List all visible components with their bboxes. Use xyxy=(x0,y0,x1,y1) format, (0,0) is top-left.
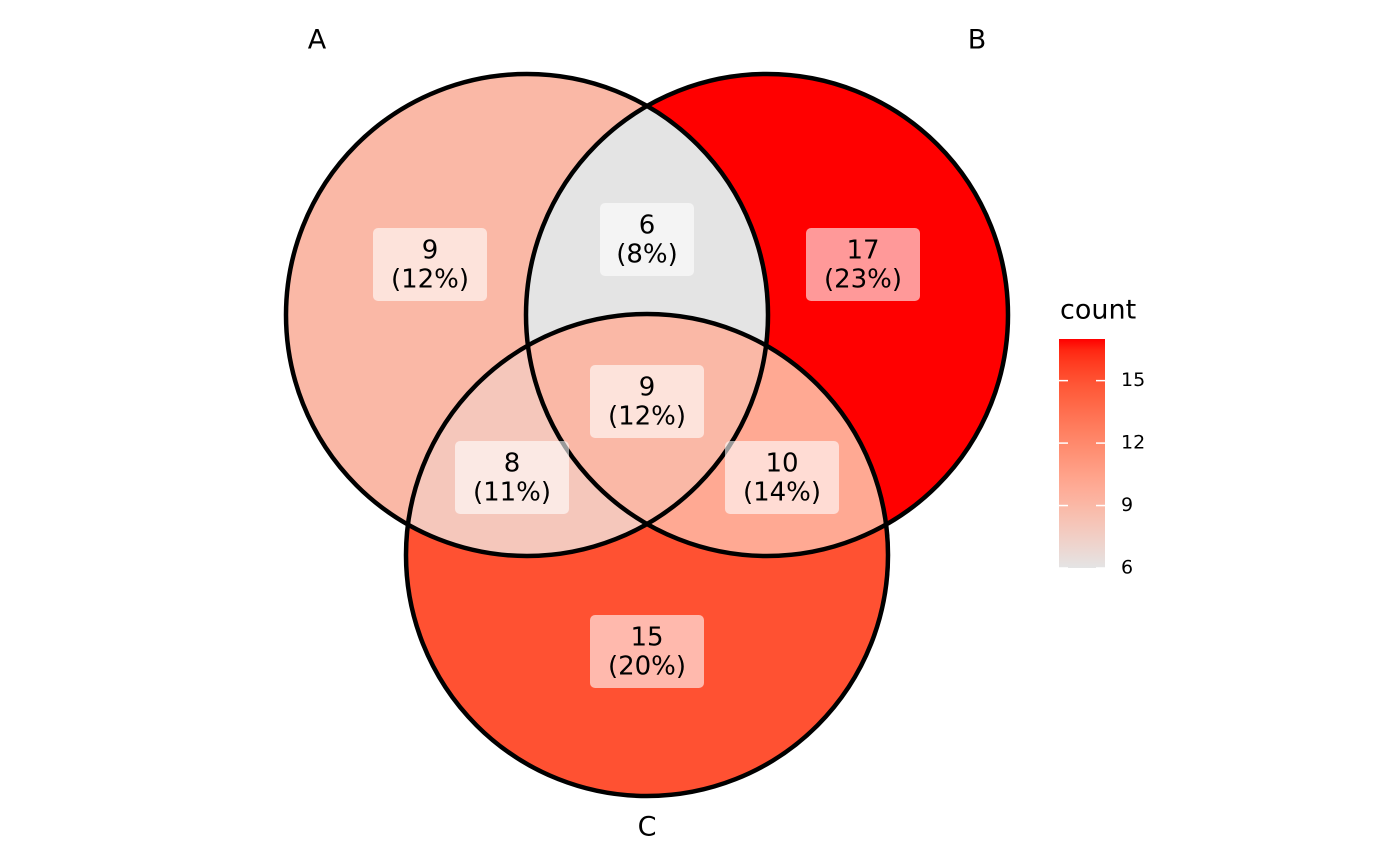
colorbar xyxy=(1059,339,1105,568)
labels: 9(12%)17(23%)15(20%)6(8%)8(11%)10(14%)9(… xyxy=(373,203,920,688)
count-label: 15 xyxy=(630,623,663,653)
label-box xyxy=(373,228,487,301)
percent-label: (20%) xyxy=(608,652,686,682)
percent-label: (23%) xyxy=(824,265,902,295)
colorbar-tick-label: 12 xyxy=(1121,432,1145,454)
colorbar-tick-label: 6 xyxy=(1121,557,1133,579)
label-box xyxy=(590,365,704,438)
colorbar-tick-label: 15 xyxy=(1121,369,1145,391)
label-box xyxy=(600,203,694,276)
percent-label: (12%) xyxy=(608,402,686,432)
set-outline xyxy=(523,71,1011,559)
label-box xyxy=(725,441,839,514)
label-box xyxy=(806,228,920,301)
set-outline xyxy=(283,71,771,559)
colorbar-tick-label: 9 xyxy=(1121,494,1133,516)
set-label: B xyxy=(968,25,987,56)
percent-label: (12%) xyxy=(391,265,469,295)
label-box xyxy=(590,615,704,688)
set-outline xyxy=(403,311,891,799)
percent-label: (14%) xyxy=(743,478,821,508)
count-label: 9 xyxy=(639,373,656,403)
count-label: 9 xyxy=(422,236,439,266)
count-label: 6 xyxy=(639,211,656,241)
count-label: 17 xyxy=(846,236,879,266)
set-label: A xyxy=(308,25,327,56)
outlines xyxy=(283,71,1011,799)
count-label: 10 xyxy=(765,449,798,479)
legend: count 6 9 12 15 xyxy=(1059,295,1145,579)
percent-label: (8%) xyxy=(616,240,678,270)
label-box xyxy=(455,441,569,514)
count-label: 8 xyxy=(504,449,521,479)
set-label: C xyxy=(638,812,657,843)
percent-label: (11%) xyxy=(473,478,551,508)
legend-title: count xyxy=(1060,295,1136,326)
